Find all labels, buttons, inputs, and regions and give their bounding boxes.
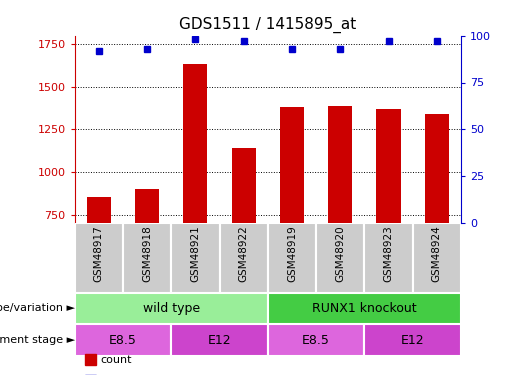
Text: count: count [100, 355, 132, 365]
Bar [268, 292, 461, 324]
Text: genotype/variation ►: genotype/variation ► [0, 303, 75, 313]
Text: E12: E12 [401, 334, 424, 347]
Bar [171, 223, 219, 292]
Bar [75, 223, 123, 292]
Bar [183, 64, 208, 223]
Text: GSM48921: GSM48921 [191, 225, 200, 282]
Bar [268, 324, 365, 356]
Bar [365, 223, 413, 292]
Bar [87, 197, 111, 223]
Title: GDS1511 / 1415895_at: GDS1511 / 1415895_at [179, 16, 356, 33]
Text: GSM48923: GSM48923 [384, 225, 393, 282]
Text: E8.5: E8.5 [109, 334, 137, 347]
Bar [413, 223, 461, 292]
Bar [171, 324, 268, 356]
Bar [123, 223, 171, 292]
Bar [425, 114, 449, 223]
Text: E12: E12 [208, 334, 231, 347]
Bar [268, 223, 316, 292]
Bar [232, 148, 256, 223]
Text: wild type: wild type [143, 302, 200, 315]
Bar [328, 105, 352, 223]
Text: GSM48919: GSM48919 [287, 225, 297, 282]
Bar [280, 107, 304, 223]
Text: E8.5: E8.5 [302, 334, 330, 347]
Text: development stage ►: development stage ► [0, 335, 75, 345]
Text: GSM48924: GSM48924 [432, 225, 442, 282]
Bar [376, 109, 401, 223]
Bar [365, 324, 461, 356]
Bar [316, 223, 365, 292]
Text: GSM48922: GSM48922 [238, 225, 249, 282]
Bar [75, 324, 171, 356]
Bar [135, 189, 159, 223]
Bar [75, 292, 268, 324]
Text: GSM48920: GSM48920 [335, 225, 345, 282]
Text: GSM48917: GSM48917 [94, 225, 104, 282]
Bar [219, 223, 268, 292]
Text: RUNX1 knockout: RUNX1 knockout [312, 302, 417, 315]
Text: GSM48918: GSM48918 [142, 225, 152, 282]
